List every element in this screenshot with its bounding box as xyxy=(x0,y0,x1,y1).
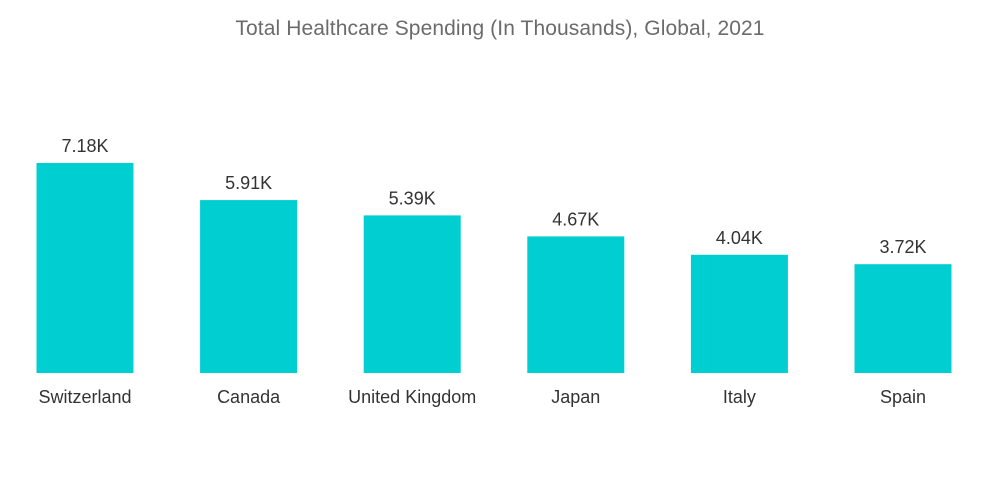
value-label-japan: 4.67K xyxy=(552,209,599,229)
x-tick-label-united-kingdom: United Kingdom xyxy=(348,387,476,407)
bar-canada xyxy=(200,200,298,373)
value-label-switzerland: 7.18K xyxy=(61,136,108,156)
bar-japan xyxy=(527,236,625,373)
value-label-spain: 3.72K xyxy=(879,237,926,257)
value-label-italy: 4.04K xyxy=(716,228,763,248)
chart-title: Total Healthcare Spending (In Thousands)… xyxy=(235,17,765,40)
value-label-canada: 5.91K xyxy=(225,173,272,193)
bar-switzerland xyxy=(36,163,134,373)
value-label-united-kingdom: 5.39K xyxy=(389,188,436,208)
bar-spain xyxy=(854,264,952,373)
x-tick-label-spain: Spain xyxy=(880,387,926,407)
x-tick-label-canada: Canada xyxy=(217,387,281,407)
x-tick-label-switzerland: Switzerland xyxy=(38,387,131,407)
bar-united-kingdom xyxy=(363,215,461,373)
x-tick-label-japan: Japan xyxy=(551,387,600,407)
bar-italy xyxy=(690,254,788,373)
x-tick-label-italy: Italy xyxy=(723,387,756,407)
